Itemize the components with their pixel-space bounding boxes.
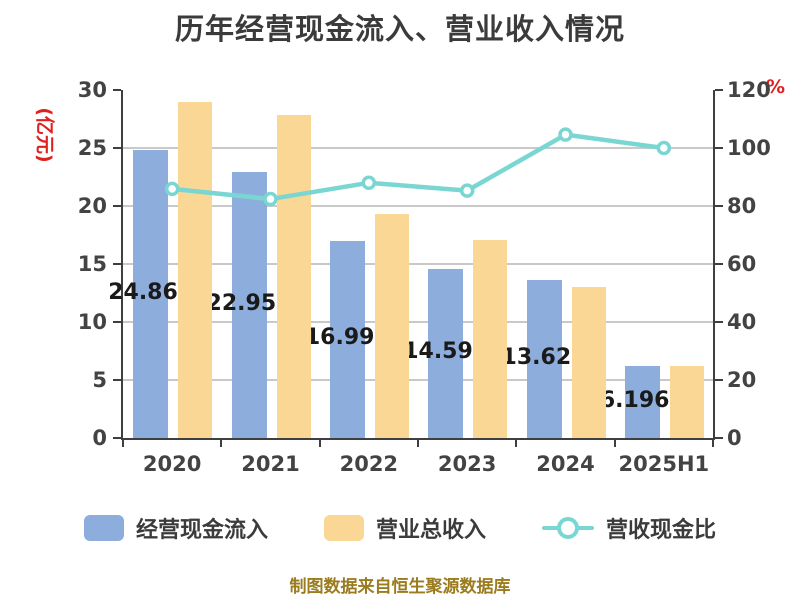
ratio-line-point-2025H1[interactable] <box>656 140 672 156</box>
right-axis-tick-label: 20 <box>727 368 757 392</box>
bar-operating-cash-inflow-2021[interactable] <box>231 171 267 438</box>
bar-total-revenue-2021[interactable] <box>276 114 311 438</box>
left-axis-tick-label: 20 <box>77 194 107 218</box>
right-axis-tick-label: 80 <box>727 194 757 218</box>
x-axis-tick <box>712 440 714 447</box>
bar-total-revenue-2025H1[interactable] <box>669 366 704 438</box>
x-axis-tick-label: 2020 <box>142 452 202 476</box>
bar-operating-cash-inflow-2023[interactable] <box>428 268 464 438</box>
x-axis-tick-label: 2024 <box>536 452 595 476</box>
left-axis-tick-label: 15 <box>77 252 107 276</box>
right-axis-tick-label: 0 <box>727 426 742 450</box>
bar-total-revenue-2024[interactable] <box>571 286 606 438</box>
x-axis-tick <box>417 440 419 447</box>
left-axis-tick <box>113 147 121 149</box>
ratio-line-point-2023[interactable] <box>459 183 475 198</box>
x-axis-tick-label: 2021 <box>241 452 300 476</box>
left-axis-tick <box>113 437 121 439</box>
legend: 经营现金流入 营业总收入 营收现金比 <box>0 512 800 544</box>
left-axis-tick <box>113 89 121 91</box>
x-axis-tick-label: 2025H1 <box>618 452 710 476</box>
ratio-line-point-2024[interactable] <box>558 127 573 142</box>
legend-item-operating-cash-inflow[interactable]: 经营现金流入 <box>83 512 268 544</box>
right-axis-line <box>713 90 715 440</box>
bar-total-revenue-2020[interactable] <box>178 101 213 438</box>
left-axis-tick <box>113 321 121 323</box>
chart-title: 历年经营现金流入、营业收入情况 <box>174 12 625 46</box>
x-axis-tick-label: 2023 <box>437 452 497 476</box>
legend-swatch-total-revenue <box>323 515 364 541</box>
x-axis-line <box>121 438 715 440</box>
legend-label-total-revenue: 营业总收入 <box>375 518 486 543</box>
ratio-line-layer <box>164 127 672 207</box>
bar-total-revenue-2023[interactable] <box>473 239 508 438</box>
right-axis-tick <box>715 89 723 91</box>
legend-swatch-operating-cash-inflow <box>83 515 124 541</box>
bar-total-revenue-2022[interactable] <box>374 214 409 438</box>
x-axis-tick <box>613 440 616 447</box>
legend-label-cash-to-revenue-ratio: 营收现金比 <box>606 518 717 543</box>
x-axis-tick-label: 2022 <box>339 452 399 476</box>
left-axis-tick-label: 30 <box>77 78 107 102</box>
right-axis-tick-label: 60 <box>727 252 757 276</box>
legend-line-marker-icon <box>542 516 594 540</box>
ratio-line-point-2020[interactable] <box>164 181 180 197</box>
right-axis-tick <box>715 321 723 323</box>
x-axis-tick <box>318 440 321 447</box>
left-axis-tick-label: 10 <box>77 310 107 334</box>
right-axis-unit-label: % <box>766 76 786 98</box>
left-axis-tick-label: 5 <box>92 368 107 392</box>
right-axis-tick-label: 40 <box>727 310 757 334</box>
bar-operating-cash-inflow-2022[interactable] <box>329 240 365 438</box>
grid-line <box>123 263 713 265</box>
left-axis-tick <box>113 205 121 207</box>
grid-line <box>123 321 713 323</box>
left-axis-tick <box>113 263 121 265</box>
x-axis-tick <box>220 440 223 447</box>
ratio-line-point-2021[interactable] <box>263 191 278 207</box>
left-axis-tick <box>113 379 121 381</box>
grid-line <box>123 147 713 149</box>
left-axis-tick-label: 25 <box>77 136 107 160</box>
right-axis-tick <box>715 437 723 439</box>
right-axis-tick <box>715 147 723 149</box>
left-axis-tick-label: 0 <box>92 426 107 450</box>
bar-operating-cash-inflow-2025H1[interactable] <box>624 366 660 438</box>
legend-item-total-revenue[interactable]: 营业总收入 <box>323 512 486 544</box>
right-axis-tick <box>715 205 723 207</box>
right-axis-tick-label: 100 <box>727 136 771 160</box>
grid-line <box>123 205 713 207</box>
legend-item-cash-to-revenue-ratio[interactable]: 营收现金比 <box>542 512 716 544</box>
right-axis-tick-label: 120 <box>727 78 771 102</box>
x-axis-tick <box>515 440 518 447</box>
grid-line <box>123 379 713 381</box>
x-axis-tick <box>122 440 124 447</box>
right-axis-tick <box>715 379 723 381</box>
footer-note: 制图数据来自恒生聚源数据库 <box>289 577 511 597</box>
bar-operating-cash-inflow-2024[interactable] <box>526 279 562 438</box>
ratio-line-point-2022[interactable] <box>361 175 377 191</box>
bar-operating-cash-inflow-2020[interactable] <box>133 149 169 438</box>
ratio-line <box>169 132 667 202</box>
left-axis-line <box>121 90 123 440</box>
legend-label-operating-cash-inflow: 经营现金流入 <box>135 518 268 543</box>
right-axis-tick <box>715 263 723 265</box>
